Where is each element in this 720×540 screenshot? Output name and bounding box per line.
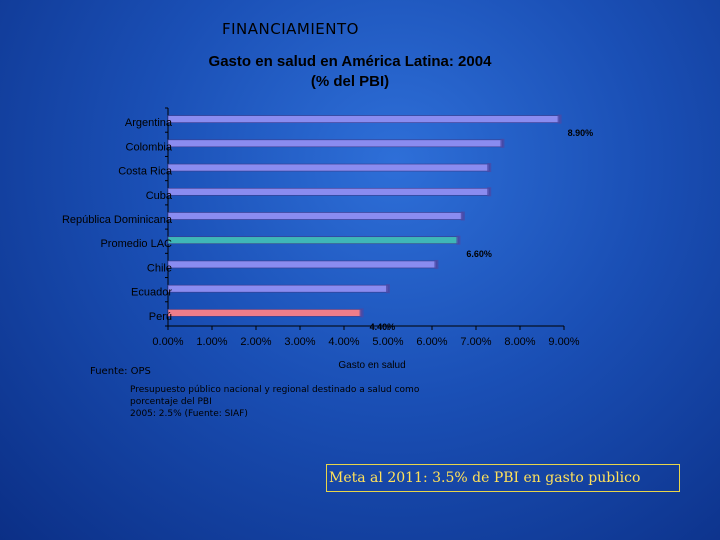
category-label: Chile <box>147 262 172 274</box>
bar-cap-7 <box>386 284 390 294</box>
data-label: 8.90% <box>568 128 594 138</box>
bar-0 <box>167 115 560 123</box>
category-label: Argentina <box>125 117 173 129</box>
x-tick-label: 1.00% <box>196 336 227 348</box>
bar-cap-3 <box>487 187 492 197</box>
bar-8 <box>167 309 362 317</box>
x-tick-label: 9.00% <box>548 336 579 348</box>
bar-cap-0 <box>557 114 562 124</box>
bar-2 <box>167 163 490 172</box>
x-axis-title: Gasto en salud <box>338 360 405 371</box>
category-label: Perú <box>149 311 172 323</box>
bar-cap-5 <box>456 235 461 245</box>
goal-box: Meta al 2011: 3.5% de PBI en gasto publi… <box>326 464 680 492</box>
source-note: Fuente: OPS <box>90 366 151 377</box>
x-tick-label: 5.00% <box>372 336 403 348</box>
x-tick-label: 6.00% <box>416 336 447 348</box>
category-label: Promedio LAC <box>100 238 172 250</box>
bar-cap-8 <box>359 308 364 318</box>
chart-title-line2: (% del PBI) <box>310 73 390 90</box>
bar-cap-1 <box>500 138 505 148</box>
bar-cap-4 <box>460 211 465 221</box>
chart-title-line1: Gasto en salud en América Latina: 2004 <box>208 53 492 70</box>
bar-7 <box>167 284 389 293</box>
budget-note-line2: porcentaje del PBI <box>130 397 212 407</box>
budget-note: Presupuesto público nacional y regional … <box>130 384 460 420</box>
bar-1 <box>167 139 503 148</box>
x-tick-label: 7.00% <box>460 336 491 348</box>
data-label: 4.40% <box>370 322 396 332</box>
bar-cap-2 <box>487 163 492 173</box>
bar-cap-6 <box>434 259 439 269</box>
x-tick-label: 2.00% <box>240 336 271 348</box>
category-label: Costa Rica <box>118 166 173 178</box>
bar-6 <box>167 260 437 269</box>
x-tick-label: 0.00% <box>152 336 183 348</box>
category-label: República Dominicana <box>62 214 173 226</box>
slide-title: FINANCIAMIENTO <box>222 20 359 38</box>
budget-note-line3: 2005: 2.5% (Fuente: SIAF) <box>130 409 248 419</box>
bar-5 <box>167 236 459 245</box>
x-tick-label: 4.00% <box>328 336 359 348</box>
category-label: Colombia <box>126 141 173 153</box>
category-label: Ecuador <box>131 287 172 299</box>
x-tick-label: 3.00% <box>284 336 315 348</box>
category-label: Cuba <box>146 190 173 202</box>
bar-4 <box>167 212 464 220</box>
data-label: 6.60% <box>466 249 492 259</box>
x-tick-label: 8.00% <box>504 336 535 348</box>
bar-3 <box>167 187 490 196</box>
budget-note-line1: Presupuesto público nacional y regional … <box>130 385 420 395</box>
